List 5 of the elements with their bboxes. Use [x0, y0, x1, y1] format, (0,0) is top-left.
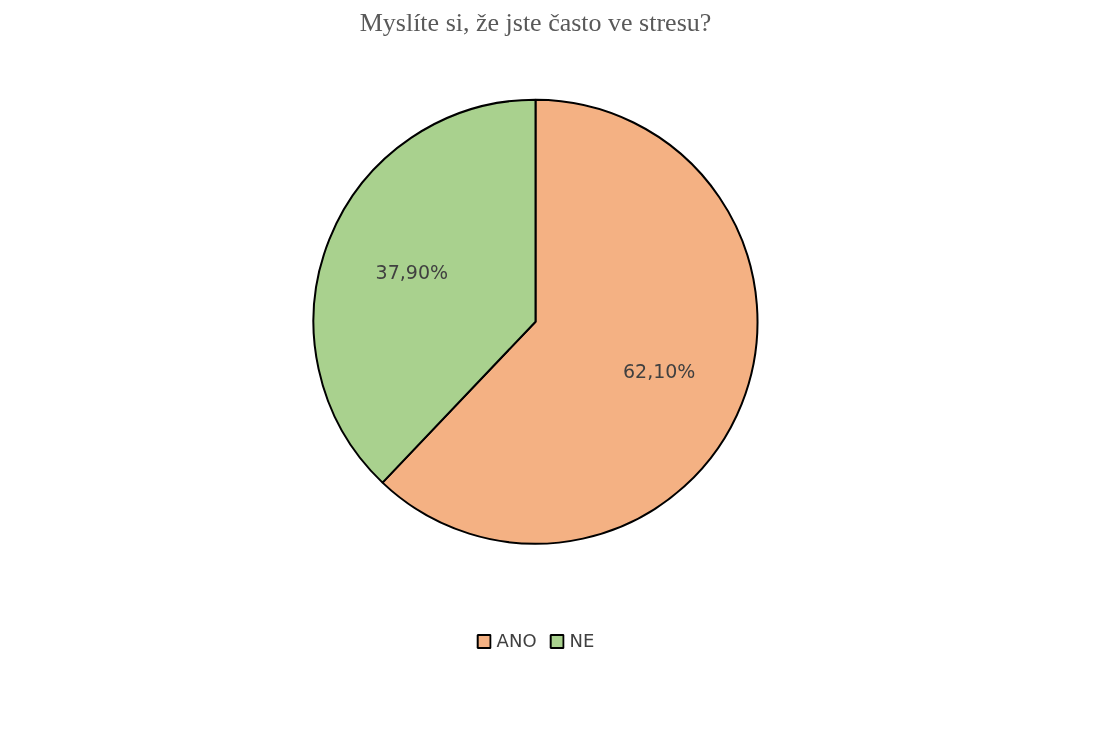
chart-title: Myslíte si, že jste často ve stresu? [359, 7, 712, 37]
data-label: 37,90% [375, 261, 449, 284]
legend-label: ANO [496, 630, 537, 651]
data-label: 62,10% [622, 360, 696, 383]
legend-label: NE [569, 630, 595, 651]
